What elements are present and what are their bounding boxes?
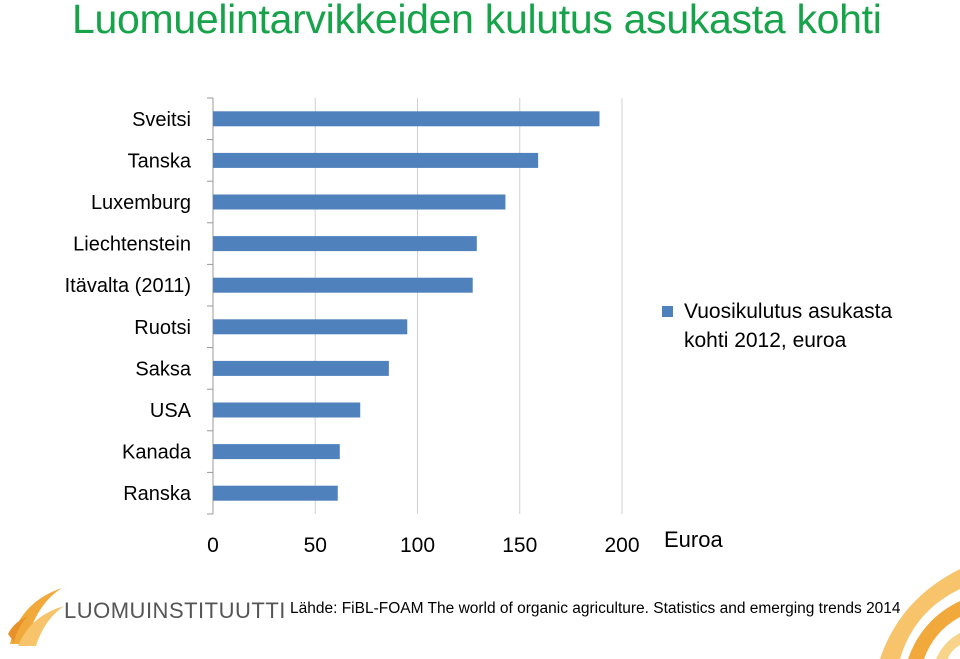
- bar: [213, 485, 338, 501]
- x-tick-label: 200: [604, 534, 639, 557]
- legend-label: Vuosikulutus asukasta kohti 2012, euroa: [684, 300, 893, 352]
- x-tick-label: 50: [304, 534, 327, 557]
- x-axis-unit-label: Euroa: [664, 527, 723, 552]
- category-label: Ranska: [123, 483, 192, 505]
- bar: [213, 194, 506, 210]
- bar: [213, 111, 600, 127]
- bar: [213, 319, 408, 335]
- x-tick-label: 100: [400, 534, 435, 557]
- bar: [213, 402, 361, 418]
- bar: [213, 277, 473, 293]
- category-label: Sveitsi: [132, 109, 191, 131]
- corner-decoration-icon: [880, 569, 960, 659]
- luomuinstituutti-logo-icon: [8, 588, 64, 646]
- page-title: Luomuelintarvikkeiden kulutus asukasta k…: [72, 0, 882, 42]
- category-label: Luxemburg: [91, 192, 191, 214]
- source-citation: Lähde: FiBL-FOAM The world of organic ag…: [290, 600, 901, 617]
- legend-swatch: [662, 306, 673, 317]
- x-tick-label: 150: [502, 534, 537, 557]
- bar: [213, 152, 539, 168]
- category-label: Kanada: [122, 442, 192, 464]
- x-tick-label: 0: [207, 534, 219, 557]
- category-label: Ruotsi: [134, 317, 191, 339]
- bar: [213, 360, 389, 376]
- category-label: USA: [150, 400, 192, 422]
- bar: [213, 444, 340, 460]
- category-label: Liechtenstein: [73, 234, 191, 256]
- category-label: Itävalta (2011): [65, 275, 191, 297]
- category-label: Tanska: [128, 150, 192, 172]
- category-label: Saksa: [135, 358, 191, 380]
- bar: [213, 236, 477, 252]
- logo-wordmark: LUOMUINSTITUUTTI: [64, 598, 286, 623]
